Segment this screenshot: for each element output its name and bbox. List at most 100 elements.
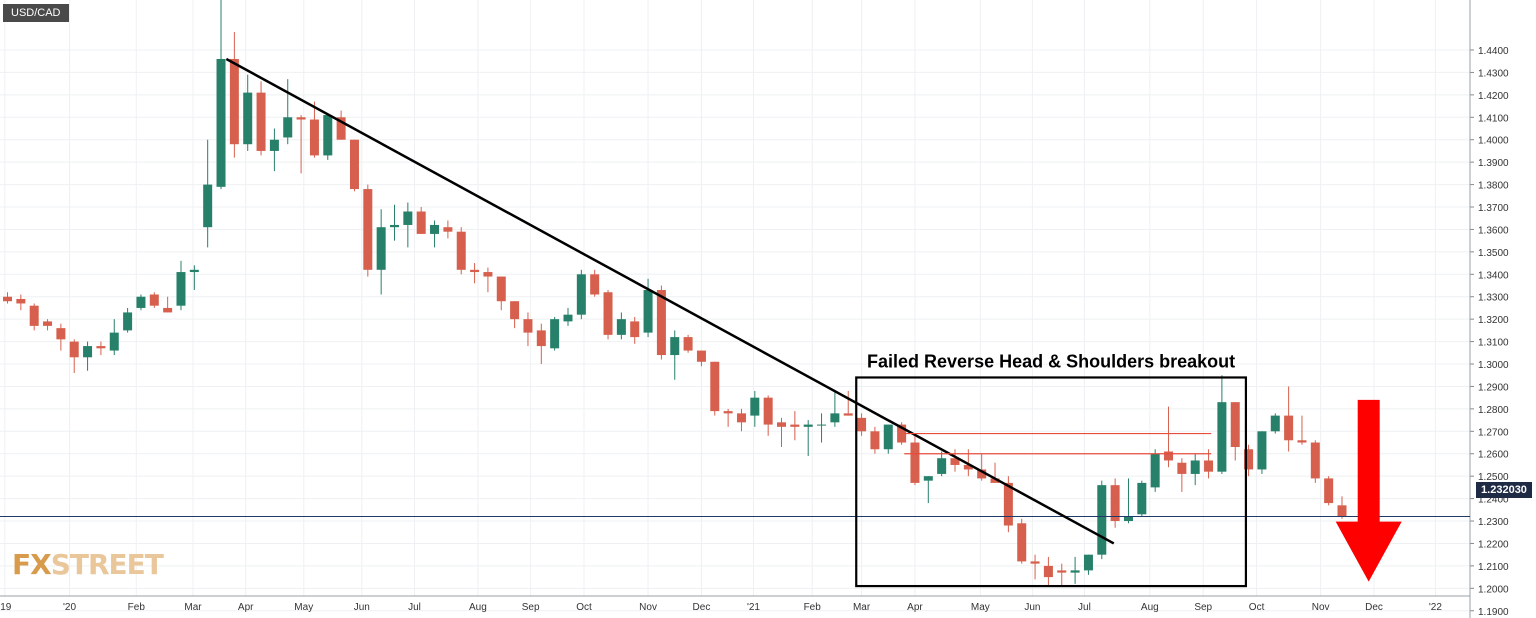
- candle: [496, 276, 506, 311]
- candle-body: [1244, 449, 1254, 470]
- x-tick-label: '20: [63, 602, 76, 613]
- candle-body: [883, 424, 893, 450]
- candle: [723, 408, 733, 427]
- candle-body: [1057, 570, 1067, 573]
- candle-body: [163, 307, 173, 313]
- candle: [1177, 458, 1187, 492]
- candle: [1310, 440, 1320, 483]
- y-tick-label: 1.2100: [1478, 562, 1509, 573]
- candle: [16, 294, 26, 311]
- candle: [977, 453, 987, 481]
- candle: [243, 74, 253, 151]
- pattern-box: [855, 376, 1248, 588]
- candle: [670, 330, 680, 380]
- candle: [590, 269, 600, 297]
- candle-body: [683, 337, 693, 351]
- candle: [1097, 480, 1107, 560]
- x-tick-label: Oct: [576, 602, 592, 613]
- candle-body: [1324, 478, 1334, 504]
- candle-body: [69, 341, 79, 358]
- candle: [1244, 444, 1254, 477]
- candle: [1057, 563, 1067, 587]
- candle-body: [963, 464, 973, 470]
- candle-body: [3, 296, 12, 302]
- candle: [603, 290, 613, 340]
- pattern-label: Failed Reverse Head & Shoulders breakout: [867, 351, 1235, 371]
- candle: [390, 204, 400, 241]
- x-tick-label: Aug: [1141, 602, 1159, 613]
- candle-body: [1017, 523, 1027, 562]
- y-tick-label: 1.4100: [1478, 113, 1509, 124]
- candle: [83, 341, 93, 371]
- candle: [817, 413, 827, 443]
- symbol-badge: USD/CAD: [3, 4, 69, 22]
- candle-body: [1270, 415, 1280, 432]
- y-tick-label: 1.2800: [1478, 405, 1509, 416]
- candle-body: [843, 413, 853, 416]
- candle: [309, 101, 319, 158]
- candle-body: [309, 119, 319, 156]
- x-tick-label: Feb: [804, 602, 822, 613]
- candle: [1324, 476, 1334, 506]
- candle-body: [857, 417, 867, 432]
- candle: [216, 0, 226, 190]
- candle: [830, 390, 840, 427]
- candle-body: [296, 117, 306, 120]
- candle-body: [750, 397, 760, 416]
- candle: [803, 420, 813, 456]
- candle: [229, 32, 239, 158]
- candle: [336, 110, 346, 140]
- candle: [56, 323, 66, 351]
- candle-body: [403, 211, 413, 225]
- candle: [149, 292, 159, 308]
- candle-body: [123, 312, 133, 331]
- candle: [430, 220, 440, 248]
- x-tick-label: Dec: [693, 602, 711, 613]
- x-tick-label: '22: [1429, 602, 1442, 613]
- candle: [536, 323, 546, 365]
- candle-body: [1230, 402, 1240, 448]
- candle: [1110, 478, 1120, 528]
- candle: [376, 209, 386, 295]
- candle: [843, 390, 853, 416]
- candle-body: [1137, 482, 1147, 515]
- candle-body: [510, 301, 520, 320]
- x-tick-label: Feb: [128, 602, 146, 613]
- x-tick-label: Oct: [1249, 602, 1265, 613]
- candle-body: [43, 321, 53, 326]
- candle-body: [96, 346, 106, 349]
- candle: [1257, 431, 1267, 474]
- candle: [1043, 556, 1053, 587]
- y-tick-label: 1.3500: [1478, 248, 1509, 259]
- y-tick-label: 1.3900: [1478, 158, 1509, 169]
- candle-body: [723, 411, 733, 414]
- candle-body: [1177, 462, 1187, 474]
- candle-body: [1123, 516, 1133, 522]
- candle: [510, 301, 520, 329]
- x-tick-label: Dec: [1365, 602, 1383, 613]
- candle-body: [1150, 453, 1160, 488]
- down-arrow: [1335, 399, 1402, 582]
- candle-body: [536, 330, 546, 347]
- candle-body: [1083, 554, 1093, 571]
- candle: [1270, 413, 1280, 434]
- candle-body: [416, 211, 426, 234]
- candle-body: [616, 319, 626, 335]
- candle: [283, 79, 293, 145]
- candle: [163, 296, 173, 313]
- y-tick-label: 1.3200: [1478, 315, 1509, 326]
- candle: [416, 207, 426, 234]
- y-tick-label: 1.3400: [1478, 270, 1509, 281]
- y-tick-label: 1.3600: [1478, 225, 1509, 236]
- candle-body: [950, 458, 960, 465]
- candle: [109, 319, 119, 356]
- candle: [189, 265, 199, 291]
- candle-body: [990, 478, 1000, 483]
- candle: [403, 202, 413, 248]
- candle: [550, 316, 560, 351]
- candle: [123, 307, 133, 333]
- candle-body: [349, 139, 359, 190]
- candle: [1070, 556, 1080, 584]
- candle-body: [977, 469, 987, 479]
